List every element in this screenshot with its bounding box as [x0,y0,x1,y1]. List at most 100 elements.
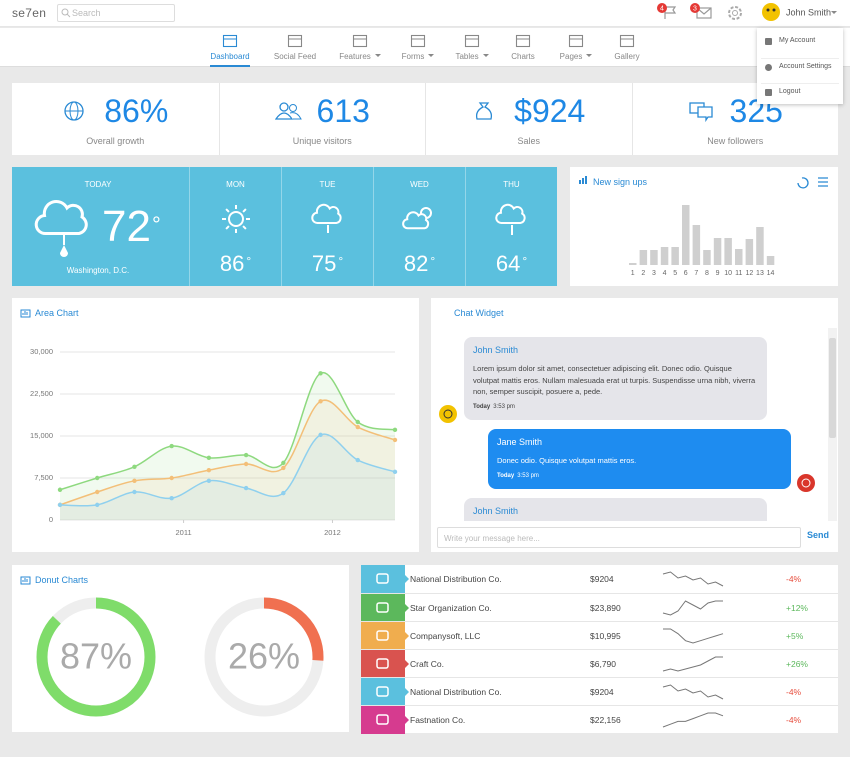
nav-item[interactable]: Charts [511,52,535,61]
chat-panel: Chat Widget John Smith Lorem ipsum dolor … [431,298,838,552]
menu-item[interactable]: Logout [779,88,801,95]
point[interactable] [355,424,360,430]
point[interactable] [355,457,360,463]
separator [761,57,839,59]
point[interactable] [95,475,100,481]
row-icon [361,706,409,734]
time: 3:53 pm [517,472,539,479]
time: 3:53 pm [493,403,515,410]
change: +12% [786,603,808,613]
point[interactable] [57,502,63,508]
point[interactable] [95,502,100,508]
icon-shape [66,13,71,18]
panel-title: New sign ups [593,177,648,187]
point[interactable] [281,460,286,466]
chart: 1 2 3 4 5 6 7 8 9 10 11 12 13 14 [579,176,828,277]
stat-value: 86% [104,93,169,129]
nav-icon[interactable] [222,34,238,48]
scroll-thumb[interactable] [829,338,836,438]
x-tick-label: 9 [716,270,720,277]
point[interactable] [281,490,286,496]
point[interactable] [243,485,249,491]
caret [586,54,593,60]
stat-card: $924 Sales [425,83,632,155]
point[interactable] [169,475,174,481]
icon-shape [619,34,635,48]
point[interactable] [206,455,212,461]
point[interactable] [132,478,137,483]
point[interactable] [206,467,212,473]
point[interactable] [169,495,174,501]
send-button[interactable]: Send [807,530,830,540]
top-bar: se7en Search 4 3 John Smith [0,0,850,27]
icon-tab [361,678,409,706]
weather-day: WED 82 ° [373,167,465,286]
message-input[interactable]: Write your message here... [437,527,801,548]
point[interactable] [392,427,398,433]
sender-name: John Smith [473,345,519,355]
nav-item[interactable]: Forms [378,52,458,61]
point[interactable] [392,469,398,475]
icon-shape [20,309,31,318]
point[interactable] [169,443,174,449]
logo[interactable]: se7en [12,6,47,20]
weather-icon [34,200,88,257]
menu-item[interactable]: Account Settings [779,62,832,70]
point[interactable] [243,461,249,467]
point[interactable] [318,399,323,404]
bar [735,249,743,265]
nav-item[interactable]: Pages [536,52,616,61]
nav-icon[interactable] [352,34,368,48]
avatar[interactable] [762,3,780,21]
point[interactable] [318,432,323,438]
point[interactable] [132,464,137,469]
nav-item[interactable]: Social Feed [273,52,317,61]
nav-icon[interactable] [568,34,584,48]
icon-shape [801,478,811,488]
point[interactable] [318,371,323,376]
nav-icon[interactable] [619,34,635,48]
x-tick-label: 11 [735,270,742,277]
point[interactable] [57,487,63,492]
x-tick-label: 6 [684,270,688,277]
y-tick-label: 15,000 [30,431,53,440]
table-row: National Distribution Co. $9204 -4% [361,677,838,706]
donut-label: 26% [228,636,300,677]
nav-item[interactable]: Dashboard [210,52,250,61]
nav-item[interactable]: Features [320,52,400,61]
weather-panel: TODAY 72 ° Washington, D.C. MON 86 ° TUE 75 ° WED 8… [12,167,557,286]
caret [482,54,489,60]
point[interactable] [206,478,212,483]
nav-item[interactable]: Tables [432,52,512,61]
icon-shape [410,34,426,48]
point[interactable] [95,489,100,495]
search-box[interactable]: Search [57,4,175,22]
trend-line [662,571,724,587]
user-menu: My Account Account Settings Logout [757,28,843,104]
nav-icon[interactable] [410,34,426,48]
settings-icon[interactable] [728,6,742,20]
icon-shape [311,203,342,224]
change: -4% [786,574,802,584]
point[interactable] [355,419,360,425]
line [59,399,396,506]
badge [690,3,700,13]
nav-icon[interactable] [287,34,303,48]
point[interactable] [281,465,286,471]
user-name[interactable]: John Smith [786,7,831,17]
chart: 87% 26% [20,576,324,717]
point[interactable] [392,437,398,443]
mail-icon[interactable] [696,7,712,19]
scrollbar[interactable] [828,328,837,521]
nav-item[interactable]: Gallery [614,52,640,61]
menu-item[interactable]: My Account [779,37,816,44]
weather-icon [495,203,526,235]
time-day: Today [473,403,491,410]
stat-row: 613 [220,93,426,129]
point[interactable] [243,452,249,458]
nav-icon[interactable] [515,34,531,48]
weather-label: TODAY [84,180,112,189]
point[interactable] [132,489,137,495]
nav-icon[interactable] [464,34,480,48]
table-row: Companysoft, LLC $10,995 +5% [361,621,838,650]
